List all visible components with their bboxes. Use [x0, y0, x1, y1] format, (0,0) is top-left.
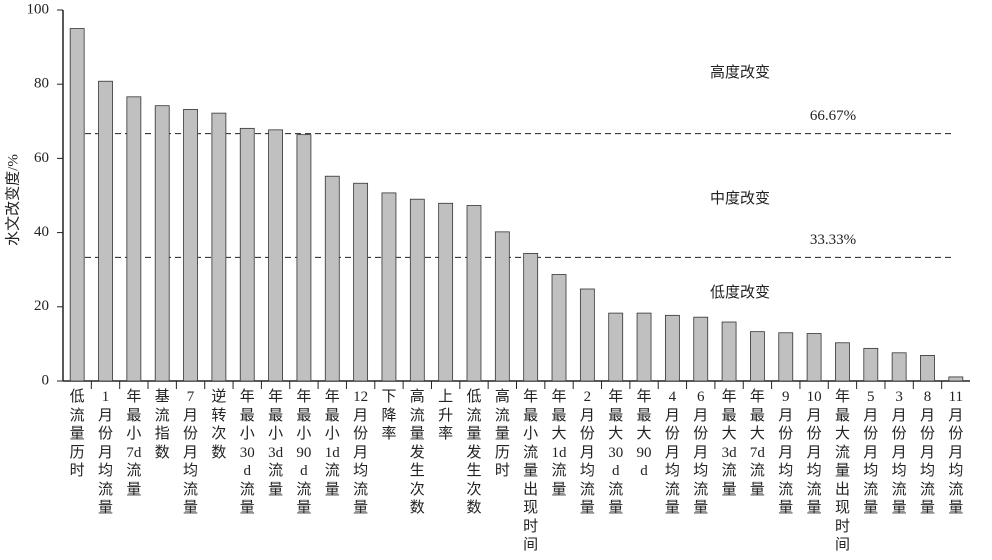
x-tick-label: 5月份月均流量: [863, 389, 879, 516]
x-tick-label: 9月份月均流量: [778, 389, 794, 516]
bar: [324, 175, 340, 382]
x-tick-label: 11月份月均流量: [948, 389, 964, 516]
bar: [891, 352, 907, 382]
zone-label: 低度改变: [710, 284, 770, 301]
x-tick-label: 6月份月均流量: [693, 389, 709, 516]
x-tick-label: 上升率: [438, 389, 454, 442]
threshold-label: 66.67%: [810, 108, 856, 124]
bar: [381, 192, 397, 382]
zone-label: 高度改变: [710, 64, 770, 81]
bar: [353, 182, 369, 382]
x-tick-label: 年最大1d流量: [551, 389, 567, 498]
x-tick-label: 2月份月均流量: [579, 389, 595, 516]
bar: [154, 105, 170, 382]
x-tick-label: 年最大7d流量: [749, 389, 765, 498]
bar: [806, 333, 822, 382]
bar: [466, 205, 482, 382]
bar: [579, 288, 595, 382]
bar: [409, 198, 425, 382]
bar: [551, 274, 567, 382]
x-tick-label: 年最小流量出现时间: [523, 389, 539, 553]
bar: [183, 109, 198, 382]
x-tick-label: 年最大流量出现时间: [834, 389, 850, 553]
bar: [608, 312, 624, 382]
y-axis-title: 水文改变度/%: [4, 154, 21, 246]
x-tick-label: 下降率: [381, 389, 397, 442]
bar: [778, 332, 794, 382]
x-tick-label: 1月份月均流量: [98, 389, 114, 516]
y-tick-label: 40: [34, 224, 49, 240]
bar: [863, 347, 879, 382]
bar: [920, 355, 935, 382]
bar: [693, 316, 709, 382]
bar: [523, 252, 539, 382]
x-tick-label: 基流指数: [154, 389, 170, 461]
bar: [239, 127, 255, 382]
bar: [948, 376, 964, 382]
bar: [211, 112, 227, 382]
y-tick-label: 60: [34, 150, 49, 166]
x-tick-label: 7月份月均流量: [183, 389, 199, 516]
x-tick-label: 年最大3d流量: [721, 389, 737, 498]
y-tick-label: 100: [27, 1, 50, 17]
x-tick-label: 年最大30d流量: [608, 389, 624, 516]
threshold-label: 33.33%: [810, 232, 856, 248]
x-tick-label: 年最小90d流量: [296, 389, 312, 516]
bar: [636, 312, 652, 382]
bar: [296, 134, 312, 382]
bar: [69, 28, 85, 382]
bar: [721, 321, 737, 382]
y-tick-label: 0: [42, 372, 50, 388]
x-tick-label: 10月份月均流量: [806, 389, 822, 516]
x-tick-label: 高流量历时: [494, 389, 510, 479]
x-tick-label: 4月份月均流量: [664, 389, 680, 516]
y-tick-label: 80: [34, 76, 49, 92]
bar: [494, 231, 510, 382]
x-tick-label: 年最小30d流量: [239, 389, 255, 516]
bar: [750, 331, 765, 382]
x-tick-label: 低流量发生次数: [466, 389, 482, 516]
bar: [126, 96, 142, 382]
x-tick-label: 3月份月均流量: [891, 389, 907, 516]
x-tick-label: 高流量发生次数: [409, 389, 425, 516]
y-tick-label: 20: [34, 298, 49, 314]
x-tick-label: 年最小1d流量: [324, 389, 340, 498]
x-tick-label: 低流量历时: [69, 389, 85, 479]
bar: [835, 342, 850, 382]
bar: [98, 80, 113, 382]
zone-label: 中度改变: [710, 190, 770, 207]
x-tick-label: 逆转次数: [211, 389, 227, 461]
x-tick-label: 12月份月均流量: [353, 389, 369, 516]
x-tick-label: 年最小7d流量: [126, 389, 142, 498]
x-tick-label: 年最大90d: [636, 389, 652, 479]
bar: [268, 129, 283, 382]
bar: [438, 202, 454, 382]
bar: [664, 314, 680, 382]
x-tick-label: 年最小3d流量: [268, 389, 284, 498]
x-tick-label: 8月份月均流量: [919, 389, 935, 516]
